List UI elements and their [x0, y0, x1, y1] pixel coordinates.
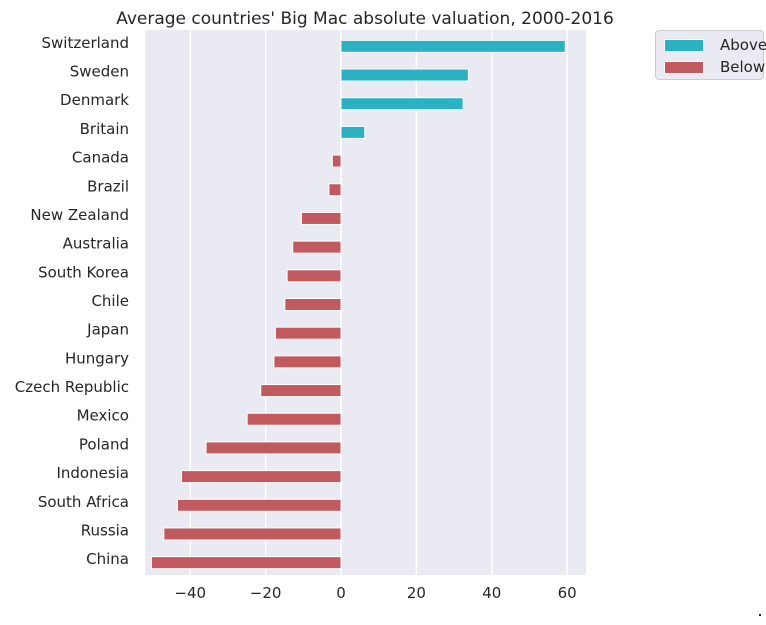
bar: [150, 556, 342, 570]
y-tick-label: Mexico: [77, 407, 129, 425]
x-tick-labels: −40 −20 0 20 40 60: [174, 584, 576, 602]
legend-label-above: Above: [720, 36, 766, 54]
corner-mark: [759, 614, 761, 616]
bar: [246, 412, 342, 426]
bar: [274, 326, 342, 340]
plot-area: [145, 30, 586, 575]
legend-label-below: Below: [720, 58, 766, 76]
y-tick-label: Canada: [72, 149, 129, 167]
y-tick-labels: Switzerland Sweden Denmark Britain Canada Bra…: [15, 34, 130, 568]
y-tick-label: Brazil: [87, 177, 129, 195]
legend: Above Below: [655, 30, 766, 80]
y-tick-label: South Africa: [38, 493, 129, 511]
y-tick-label: China: [86, 550, 129, 568]
legend-swatch-above: [664, 38, 704, 52]
y-tick-label: Russia: [81, 521, 129, 539]
x-tick-label: 0: [336, 584, 346, 602]
bar: [331, 154, 342, 168]
bar: [340, 125, 366, 139]
bar: [273, 355, 342, 369]
bar: [260, 384, 342, 398]
chart-title: Average countries' Big Mac absolute valu…: [116, 9, 614, 29]
x-tick-label: 60: [558, 584, 577, 602]
bar: [340, 68, 469, 82]
y-tick-label: Chile: [91, 292, 129, 310]
legend-item-below: Below: [656, 56, 765, 78]
bar: [284, 298, 342, 311]
bar: [205, 441, 342, 455]
y-tick-label: Hungary: [65, 349, 129, 367]
y-tick-label: Britain: [80, 120, 129, 138]
y-tick-label: Japan: [86, 321, 129, 339]
bar: [328, 183, 342, 197]
x-tick-label: 40: [482, 584, 501, 602]
x-tick-label: −40: [174, 584, 206, 602]
y-tick-label: Sweden: [70, 63, 129, 81]
bar: [292, 240, 342, 254]
bar: [181, 470, 342, 484]
y-tick-label: Denmark: [60, 91, 129, 109]
x-tick-label: 20: [407, 584, 426, 602]
bar: [163, 527, 342, 541]
bar: [286, 269, 342, 283]
bar: [340, 97, 464, 111]
y-tick-label: Poland: [79, 435, 129, 453]
bar: [300, 211, 342, 225]
y-tick-label: New Zealand: [30, 206, 129, 224]
y-tick-label: Switzerland: [42, 34, 130, 52]
bars: [150, 39, 566, 570]
bar: [176, 498, 342, 512]
y-tick-label: Australia: [63, 235, 129, 253]
y-tick-label: Czech Republic: [15, 378, 129, 396]
bar: [340, 39, 566, 53]
y-tick-label: Indonesia: [56, 464, 129, 482]
x-tick-label: −20: [250, 584, 282, 602]
legend-item-above: Above: [656, 34, 766, 56]
y-tick-label: South Korea: [38, 263, 129, 281]
legend-swatch-below: [664, 60, 704, 74]
